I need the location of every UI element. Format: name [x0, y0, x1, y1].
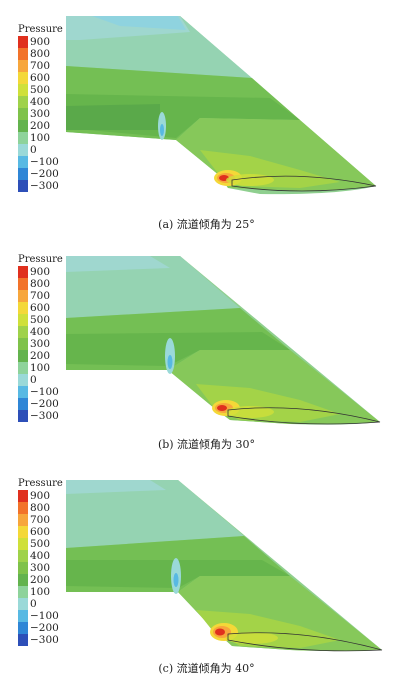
legend-title: Pressure: [18, 478, 63, 489]
legend-title: Pressure: [18, 24, 63, 35]
legend-swatch: [18, 350, 28, 362]
legend-swatch: [18, 84, 28, 96]
legend-label: 400: [30, 550, 51, 562]
legend-swatch: [18, 610, 28, 622]
legend-swatch: [18, 586, 28, 598]
legend-label: 800: [30, 48, 51, 60]
legend-label: −200: [30, 168, 59, 180]
legend-label: 500: [30, 314, 51, 326]
legend-label: −100: [30, 156, 59, 168]
legend-swatch: [18, 490, 28, 502]
legend-label: 600: [30, 526, 51, 538]
legend-label: 300: [30, 338, 51, 350]
legend-swatch: [18, 36, 28, 48]
legend-swatch: [18, 410, 28, 422]
legend-label: −200: [30, 622, 59, 634]
legend-swatch: [18, 338, 28, 350]
legend-label: 500: [30, 84, 51, 96]
legend-label: 900: [30, 490, 51, 502]
legend-label: 0: [30, 598, 37, 610]
caption-a: (a) 流道倾角为 25°: [158, 218, 255, 231]
legend-swatch: [18, 314, 28, 326]
legend-swatch: [18, 386, 28, 398]
legend-swatch: [18, 60, 28, 72]
legend-label: −100: [30, 386, 59, 398]
pressure-contour-plot-b: [66, 256, 381, 425]
legend-label: −200: [30, 398, 59, 410]
legend-label: 800: [30, 502, 51, 514]
legend-label: 800: [30, 278, 51, 290]
legend-swatch: [18, 132, 28, 144]
legend-label: 900: [30, 36, 51, 48]
panel-b: Pressure 900 800 700 600 500 400 300 200 100 0 −10…: [0, 238, 413, 460]
legend-swatch: [18, 168, 28, 180]
legend-title: Pressure: [18, 254, 63, 265]
caption-c: (c) 流道倾角为 40°: [158, 662, 255, 675]
legend-swatch: [18, 362, 28, 374]
legend-label: 0: [30, 144, 37, 156]
legend-label: 700: [30, 514, 51, 526]
legend-label: −300: [30, 634, 59, 646]
legend-label: −100: [30, 610, 59, 622]
legend-swatch: [18, 108, 28, 120]
panel-a: Pressure 900 800 700 600 500 400 300 200 100 0 −10…: [0, 0, 413, 238]
legend-label: 200: [30, 120, 51, 132]
legend-swatch: [18, 180, 28, 192]
legend-label: −300: [30, 180, 59, 192]
pressure-contour-plot-c: [66, 480, 383, 652]
legend-label: 400: [30, 96, 51, 108]
legend-swatch: [18, 514, 28, 526]
legend-swatch: [18, 302, 28, 314]
legend-swatch: [18, 562, 28, 574]
legend-swatch: [18, 290, 28, 302]
legend-swatch: [18, 526, 28, 538]
legend-swatch: [18, 598, 28, 610]
legend-label: 700: [30, 60, 51, 72]
legend-label: 300: [30, 108, 51, 120]
legend-swatch: [18, 48, 28, 60]
pressure-contour-plot-a: [66, 16, 377, 195]
legend-swatch: [18, 326, 28, 338]
legend-label: 500: [30, 538, 51, 550]
caption-b: (b) 流道倾角为 30°: [157, 438, 256, 451]
legend-swatch: [18, 550, 28, 562]
legend-swatch: [18, 374, 28, 386]
legend-label: 200: [30, 574, 51, 586]
legend-label: 600: [30, 72, 51, 84]
legend-swatch: [18, 144, 28, 156]
legend-swatch: [18, 634, 28, 646]
legend-swatch: [18, 96, 28, 108]
legend-swatch: [18, 278, 28, 290]
legend-label: 300: [30, 562, 51, 574]
legend-swatch: [18, 502, 28, 514]
legend-swatch: [18, 120, 28, 132]
legend-label: 100: [30, 362, 51, 374]
legend-label: 600: [30, 302, 51, 314]
legend-label: 200: [30, 350, 51, 362]
panel-c: Pressure 900 800 700 600 500 400 300 200 100 0 −10…: [0, 460, 413, 683]
legend-swatch: [18, 156, 28, 168]
legend-swatch: [18, 574, 28, 586]
legend-label: 100: [30, 132, 51, 144]
legend-label: 100: [30, 586, 51, 598]
legend-swatch: [18, 72, 28, 84]
legend-label: 900: [30, 266, 51, 278]
legend-swatch: [18, 266, 28, 278]
legend-swatch: [18, 622, 28, 634]
legend-swatch: [18, 398, 28, 410]
legend-label: 400: [30, 326, 51, 338]
legend-label: −300: [30, 410, 59, 422]
legend-label: 700: [30, 290, 51, 302]
legend-swatch: [18, 538, 28, 550]
legend-label: 0: [30, 374, 37, 386]
